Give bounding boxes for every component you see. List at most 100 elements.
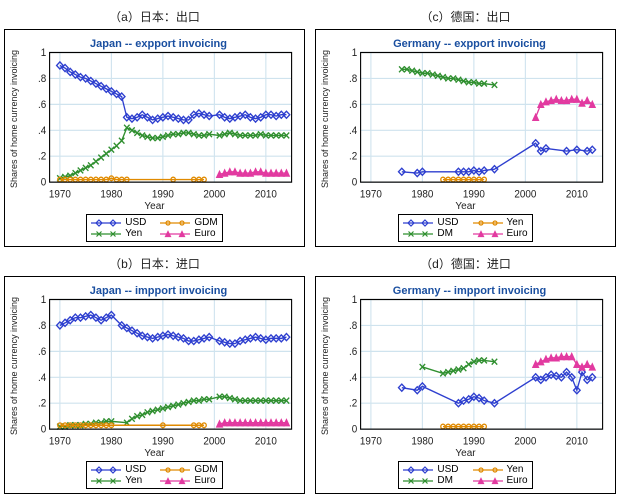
panel-a: （a）日本：出口 Shares of home currency invoici… [4, 6, 305, 247]
svg-text:.6: .6 [38, 347, 47, 358]
plot-svg: 197019801990200020100.2.4.6.81 [21, 283, 296, 448]
svg-text:1970: 1970 [360, 189, 382, 200]
svg-text:1980: 1980 [411, 436, 433, 447]
legend-item-euro: Euro [473, 475, 528, 486]
svg-text:2010: 2010 [566, 436, 588, 447]
svg-text:1990: 1990 [463, 189, 485, 200]
svg-text:2000: 2000 [203, 436, 225, 447]
panel-frame: Shares of home currency invoicing Japan … [4, 29, 305, 247]
legend-label: Yen [507, 464, 524, 475]
svg-text:.8: .8 [349, 74, 358, 85]
legend-label: GDM [194, 464, 217, 475]
svg-text:1980: 1980 [100, 189, 122, 200]
svg-text:1980: 1980 [411, 189, 433, 200]
legend-label: USD [437, 217, 458, 228]
legend-label: Euro [194, 228, 215, 239]
chart-title: Germany -- impport invoicing [332, 285, 607, 297]
legend: USD Yen DM Euro [398, 214, 532, 242]
legend-label: USD [125, 217, 146, 228]
legend-label: Yen [507, 217, 524, 228]
legend-item-dm: DM [403, 228, 458, 239]
y-axis-label: Shares of home currency invoicing [318, 36, 332, 201]
legend-label: Yen [125, 475, 142, 486]
svg-text:2000: 2000 [514, 189, 536, 200]
svg-text:.4: .4 [38, 126, 47, 137]
svg-text:1970: 1970 [49, 189, 71, 200]
legend-item-gdm: GDM [160, 464, 217, 475]
svg-text:1990: 1990 [463, 436, 485, 447]
chart-title: Japan -- expport invoicing [21, 38, 296, 50]
chart-grid: （a）日本：出口 Shares of home currency invoici… [4, 6, 616, 494]
svg-text:2000: 2000 [203, 189, 225, 200]
svg-text:.2: .2 [38, 151, 47, 162]
svg-text:0: 0 [352, 177, 358, 188]
legend-item-euro: Euro [160, 228, 217, 239]
panel-caption: （b）日本：进口 [109, 255, 200, 272]
x-axis-label: Year [316, 201, 615, 212]
legend-item-dm: DM [403, 475, 458, 486]
y-axis-label: Shares of home currency invoicing [7, 283, 21, 448]
svg-text:.6: .6 [349, 347, 358, 358]
svg-text:2010: 2010 [255, 436, 277, 447]
legend-label: DM [437, 228, 453, 239]
svg-text:.4: .4 [349, 126, 358, 137]
svg-text:.2: .2 [349, 151, 358, 162]
svg-text:0: 0 [352, 424, 358, 435]
svg-text:1990: 1990 [152, 189, 174, 200]
legend-label: GDM [194, 217, 217, 228]
svg-text:1970: 1970 [360, 436, 382, 447]
legend-label: USD [125, 464, 146, 475]
y-axis-label: Shares of home currency invoicing [7, 36, 21, 201]
svg-text:0: 0 [41, 424, 47, 435]
panel-caption: （d）德国：进口 [420, 255, 511, 272]
svg-text:0: 0 [41, 177, 47, 188]
svg-text:.8: .8 [38, 74, 47, 85]
legend-item-gdm: Yen [473, 464, 528, 475]
legend-label: Yen [125, 228, 142, 239]
panel-frame: Shares of home currency invoicing German… [315, 29, 616, 247]
svg-text:1970: 1970 [49, 436, 71, 447]
panel-c: （c）德国：出口 Shares of home currency invoici… [315, 6, 616, 247]
svg-text:.6: .6 [349, 100, 358, 111]
legend: USD GDM Yen Euro [86, 461, 222, 489]
legend-item-euro: Euro [473, 228, 528, 239]
svg-text:.6: .6 [38, 100, 47, 111]
legend: USD Yen DM Euro [398, 461, 532, 489]
svg-text:1980: 1980 [100, 436, 122, 447]
svg-text:.4: .4 [349, 373, 358, 384]
panel-frame: Shares of home currency invoicing Japan … [4, 276, 305, 494]
svg-text:2010: 2010 [255, 189, 277, 200]
legend-label: DM [437, 475, 453, 486]
svg-text:2010: 2010 [566, 189, 588, 200]
legend-item-usd: USD [91, 217, 146, 228]
chart-title: Japan -- impport invoicing [21, 285, 296, 297]
chart-title: Germany -- expport invoicing [332, 38, 607, 50]
legend-label: USD [437, 464, 458, 475]
panel-caption: （a）日本：出口 [109, 8, 200, 25]
plot-svg: 197019801990200020100.2.4.6.81 [21, 36, 296, 201]
svg-text:2000: 2000 [514, 436, 536, 447]
legend: USD GDM Yen Euro [86, 214, 222, 242]
legend-item-euro: Euro [160, 475, 217, 486]
svg-text:.2: .2 [349, 398, 358, 409]
legend-item-usd: USD [91, 464, 146, 475]
panel-b: （b）日本：进口 Shares of home currency invoici… [4, 253, 305, 494]
x-axis-label: Year [5, 448, 304, 459]
legend-item-gdm: GDM [160, 217, 217, 228]
plot-svg: 197019801990200020100.2.4.6.81 [332, 283, 607, 448]
panel-d: （d）德国：进口 Shares of home currency invoici… [315, 253, 616, 494]
legend-item-gdm: Yen [473, 217, 528, 228]
x-axis-label: Year [5, 201, 304, 212]
legend-item-yen: Yen [91, 475, 146, 486]
legend-item-usd: USD [403, 217, 458, 228]
legend-label: Euro [194, 475, 215, 486]
page-root: （a）日本：出口 Shares of home currency invoici… [0, 0, 620, 500]
svg-text:.4: .4 [38, 373, 47, 384]
y-axis-label: Shares of home currency invoicing [318, 283, 332, 448]
panel-caption: （c）德国：出口 [420, 8, 510, 25]
x-axis-label: Year [316, 448, 615, 459]
svg-text:.2: .2 [38, 398, 47, 409]
legend-item-usd: USD [403, 464, 458, 475]
svg-text:1990: 1990 [152, 436, 174, 447]
panel-frame: Shares of home currency invoicing German… [315, 276, 616, 494]
